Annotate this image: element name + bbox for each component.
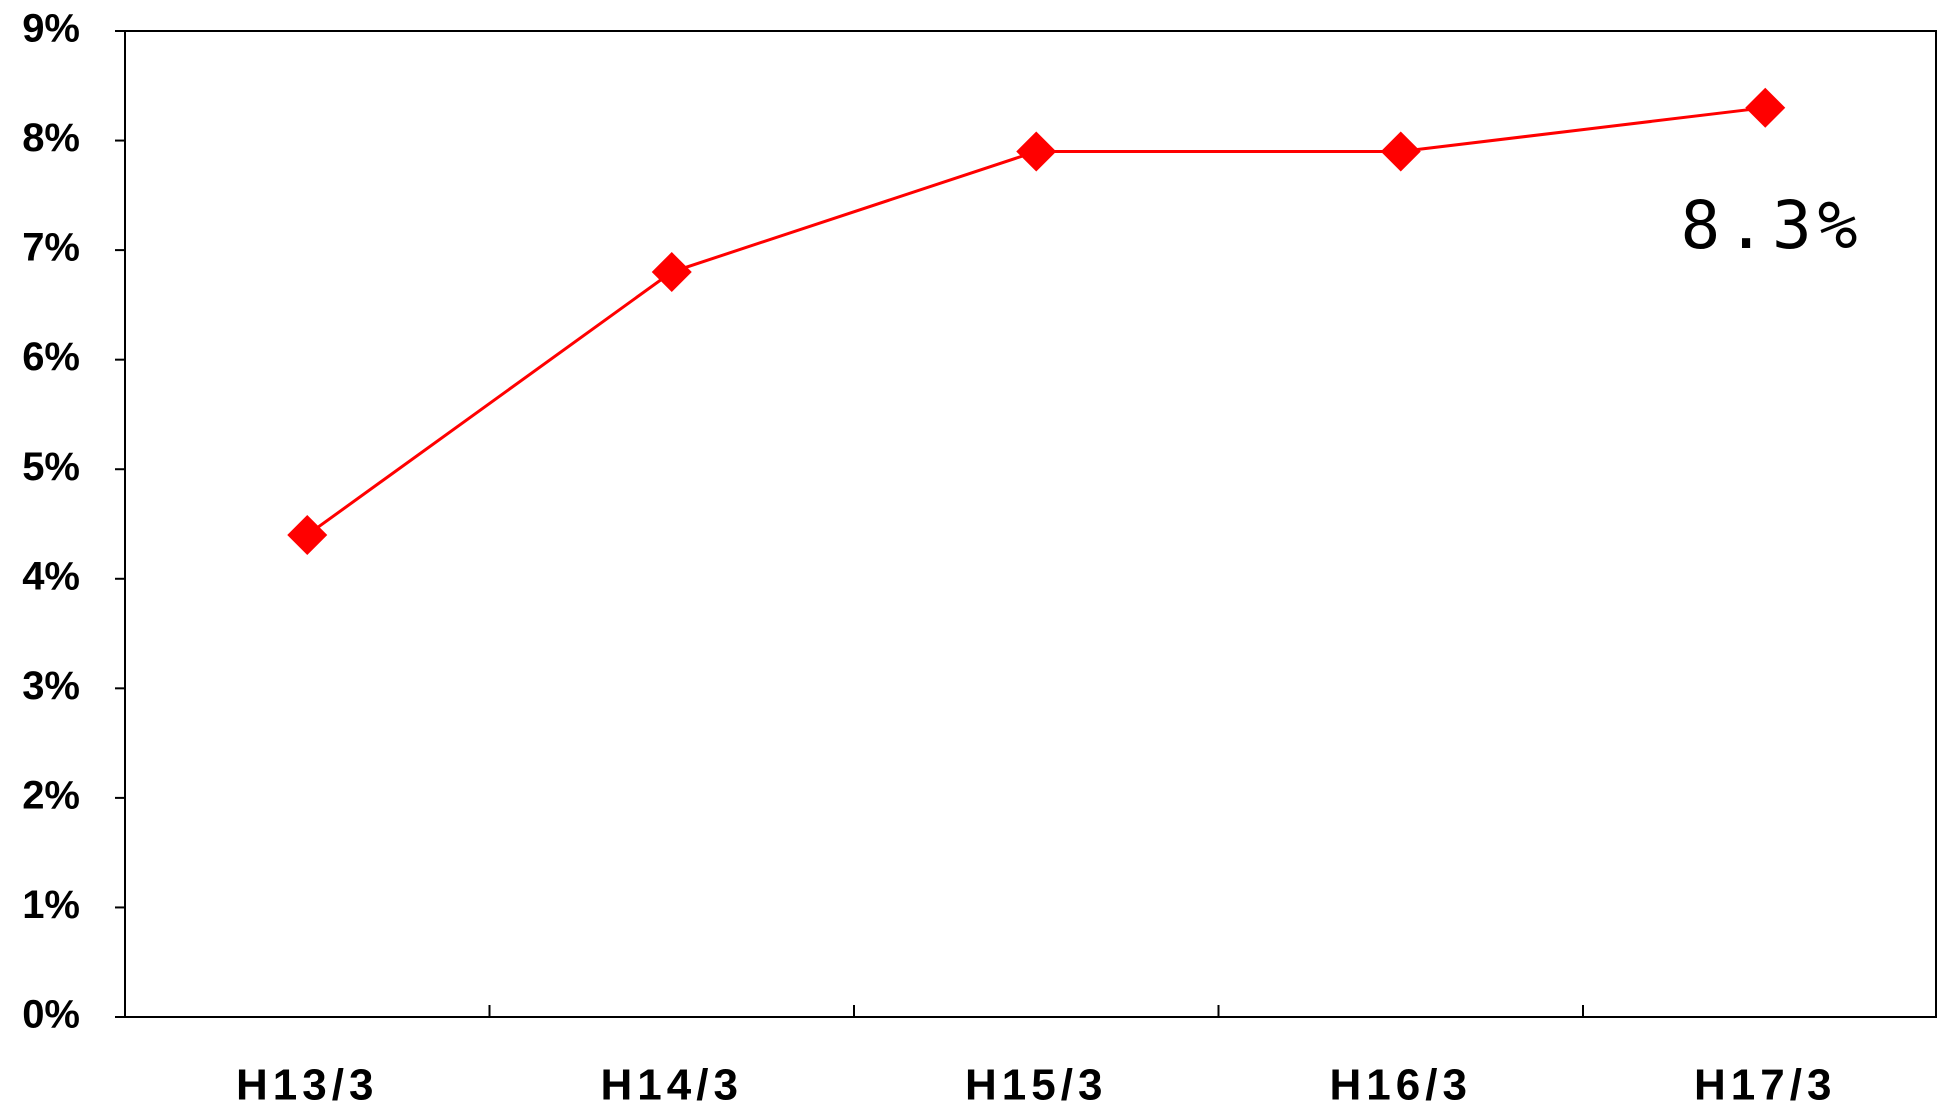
marker <box>1745 87 1786 128</box>
marker <box>651 252 692 293</box>
x-tick-label: H17/3 <box>1694 1061 1836 1110</box>
annotation: 8.3% <box>1681 187 1864 264</box>
series-line <box>306 106 1766 537</box>
y-tick-label: 9% <box>22 7 80 51</box>
x-tick-label: H16/3 <box>1330 1061 1472 1110</box>
y-tick-label: 7% <box>22 226 80 270</box>
marker <box>1016 131 1057 172</box>
marker <box>1380 131 1421 172</box>
y-tick-label: 5% <box>22 445 80 489</box>
y-tick-label: 3% <box>22 664 80 708</box>
y-tick-label: 4% <box>22 554 80 598</box>
y-tick-label: 1% <box>22 883 80 927</box>
y-tick-label: 0% <box>22 993 80 1037</box>
y-tick-label: 6% <box>22 335 80 379</box>
plot-frame <box>124 30 1937 1018</box>
x-tick-label: H14/3 <box>601 1061 743 1110</box>
x-tick-label: H15/3 <box>965 1061 1107 1110</box>
x-tick-label: H13/3 <box>236 1061 378 1110</box>
y-tick-label: 8% <box>22 116 80 160</box>
y-tick-label: 2% <box>22 773 80 817</box>
marker <box>287 514 328 555</box>
